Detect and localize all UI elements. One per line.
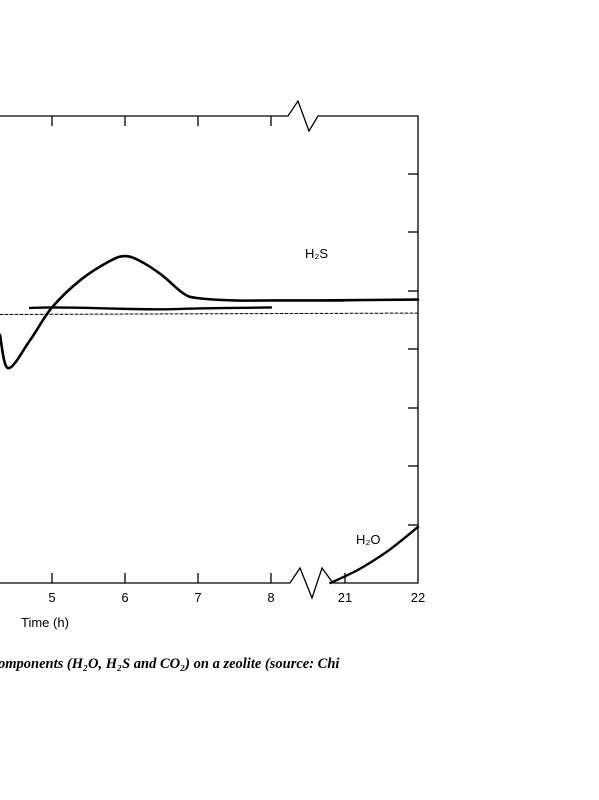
x-tick-label: 21 bbox=[338, 590, 352, 605]
h2o-series-line bbox=[329, 525, 420, 585]
series-layer bbox=[0, 254, 420, 585]
figure-caption: omponents (H₂O, H₂S and CO₂) on a zeolit… bbox=[0, 656, 340, 672]
x-tick-label: 7 bbox=[194, 590, 201, 605]
h2s-series-line bbox=[0, 254, 420, 370]
x-tick-label: 5 bbox=[48, 590, 55, 605]
h2s-label: H₂S bbox=[305, 246, 328, 261]
x-axis-label: Time (h) bbox=[21, 615, 69, 630]
x-tick-label: 6 bbox=[121, 590, 128, 605]
x-tick-label: 22 bbox=[411, 590, 425, 605]
tick-labels: 5 6 7 8 21 22 bbox=[48, 590, 425, 605]
co2-series-line bbox=[28, 306, 273, 311]
x-tick-label: 8 bbox=[267, 590, 274, 605]
plot-frame bbox=[0, 99, 419, 600]
h2o-label: H₂O bbox=[356, 532, 381, 547]
feed-level-dashed-line bbox=[0, 312, 419, 315]
ticks bbox=[51, 116, 418, 583]
